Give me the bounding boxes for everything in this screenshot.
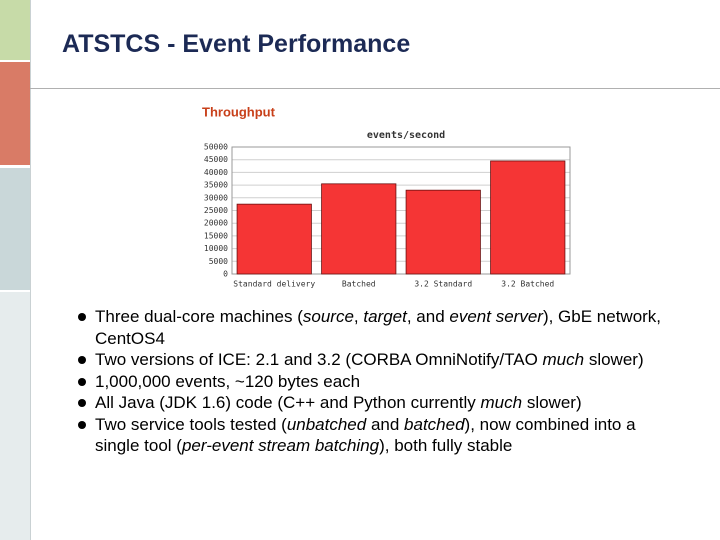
bullet-emphasis: source <box>302 307 354 326</box>
y-tick-label: 5000 <box>209 257 228 266</box>
bar <box>236 203 312 275</box>
bullet-text: All Java (JDK 1.6) code (C++ and Python … <box>95 393 481 412</box>
deco-light <box>0 292 30 540</box>
bullet-text: ), GbE network, CentOS4 <box>95 307 666 348</box>
y-tick-label: 20000 <box>204 219 228 228</box>
plot-frame <box>231 146 571 275</box>
bullet-emphasis: much <box>542 350 585 369</box>
bar <box>405 189 481 275</box>
bullet-text: Two service tools tested ( <box>95 414 287 434</box>
bullet: Two service tools tested (unbatched and … <box>70 414 680 457</box>
bullet-emphasis: target <box>363 307 407 326</box>
bullet-emphasis: much <box>480 393 523 412</box>
deco-blue <box>0 168 30 290</box>
bullet-text: ), now combined into a single tool ( <box>95 414 641 456</box>
y-tick-label: 50000 <box>204 143 228 152</box>
chart: Throughput events/second 0 5000 10000 15000… <box>202 104 571 289</box>
x-tick-label: 3.2 Standard <box>414 280 472 289</box>
deco-green <box>0 0 30 60</box>
y-tick-label: 25000 <box>204 206 228 215</box>
y-tick-label: 45000 <box>204 155 228 164</box>
bullet-text: Three dual-core machines ( <box>95 307 303 326</box>
bullet-text: and <box>366 414 405 434</box>
bullet-emphasis: batched <box>404 414 465 434</box>
bullet-text: 1,000,000 events, ~120 bytes each <box>95 371 361 391</box>
title-rule <box>30 88 720 89</box>
bar <box>321 183 397 275</box>
bullet: Three dual-core machines (source, target… <box>70 306 680 349</box>
bullet: Two versions of ICE: 2.1 and 3.2 (CORBA … <box>70 349 680 371</box>
y-tick-label: 40000 <box>204 168 228 177</box>
x-tick-label: Standard delivery <box>233 280 315 289</box>
y-tick-label: 0 <box>223 270 228 279</box>
chart-title: Throughput <box>202 104 276 119</box>
deco-salmon <box>0 62 30 165</box>
bullet-text: slower) <box>522 393 582 412</box>
bullet-list: Three dual-core machines (source, target… <box>70 306 680 457</box>
x-tick-label: Batched <box>342 280 376 289</box>
y-tick-label: 30000 <box>204 193 228 202</box>
vertical-rule <box>30 0 31 540</box>
y-tick-label: 10000 <box>204 244 228 253</box>
y-tick-label: 15000 <box>204 231 228 240</box>
bar <box>490 160 566 275</box>
y-tick-label: 35000 <box>204 181 228 190</box>
bullet: All Java (JDK 1.6) code (C++ and Python … <box>70 392 680 414</box>
bullet-text: , and <box>406 307 450 326</box>
chart-subtitle: events/second <box>367 130 445 141</box>
bullet-text: , <box>353 307 364 326</box>
bullet-text: slower) <box>584 350 644 369</box>
bullet-text: ), both fully stable <box>379 436 513 455</box>
x-tick-label: 3.2 Batched <box>501 280 554 289</box>
bullet: 1,000,000 events, ~120 bytes each <box>70 371 680 393</box>
bullet-emphasis: unbatched <box>286 414 367 434</box>
slide-title: ATSTCS - Event Performance <box>62 30 411 58</box>
bullet-emphasis: per-event stream batching <box>181 436 380 455</box>
bullet-text: Two versions of ICE: 2.1 and 3.2 (CORBA … <box>95 350 543 369</box>
bullet-emphasis: event server <box>449 307 543 326</box>
